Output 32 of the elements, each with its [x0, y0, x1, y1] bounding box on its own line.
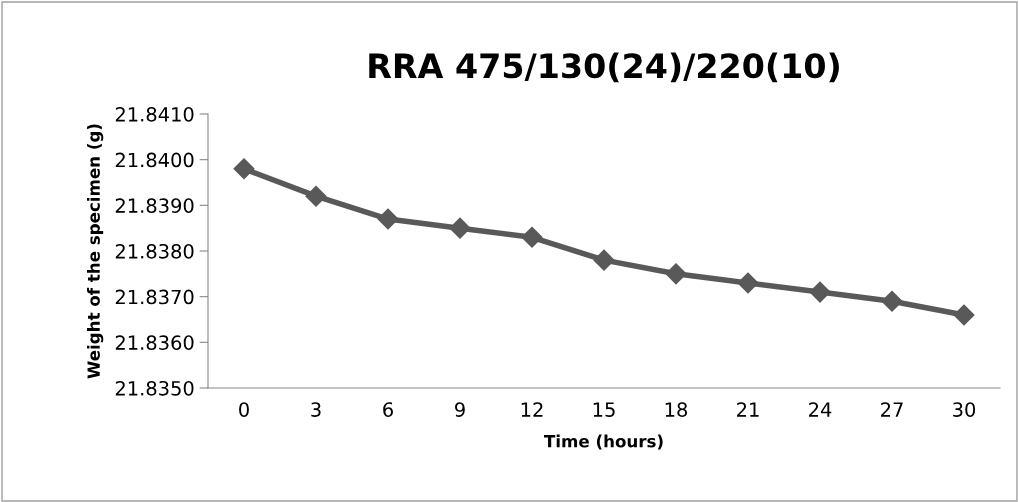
x-tick-label: 21 [737, 402, 759, 417]
point [737, 272, 759, 294]
y-axis-title: Weight of the specimen (g) [87, 124, 104, 379]
point [449, 217, 471, 239]
point [953, 304, 975, 326]
chart-title: RRA 475/130(24)/220(10) [369, 52, 839, 83]
point [377, 208, 399, 230]
point [881, 290, 903, 312]
point [593, 249, 615, 271]
x-tick-label: 0 [239, 402, 249, 417]
point [521, 226, 543, 248]
y-tick-label: 21.8400 [115, 152, 194, 168]
y-tick-label: 21.8380 [115, 243, 194, 259]
x-tick-label: 12 [521, 402, 543, 417]
y-tick-label: 21.8360 [115, 335, 194, 350]
x-tick-label: 18 [665, 402, 688, 417]
x-tick-label: 27 [881, 402, 903, 417]
x-tick-label: 24 [809, 402, 832, 417]
x-tick-label: 3 [311, 402, 321, 417]
point [665, 263, 687, 285]
y-tick-label: 21.8370 [115, 289, 194, 305]
x-tick-label: 30 [953, 402, 976, 417]
x-tick-label: 15 [593, 402, 615, 417]
x-tick-label: 6 [383, 402, 393, 417]
point [809, 281, 831, 303]
x-axis-title: Time (hours) [544, 434, 663, 450]
y-tick-label: 21.8350 [115, 380, 194, 396]
y-tick-label: 21.8390 [115, 198, 194, 213]
y-tick-label: 21.8410 [115, 106, 194, 122]
x-tick-label: 9 [455, 402, 465, 417]
point [233, 158, 255, 180]
point [305, 185, 327, 207]
